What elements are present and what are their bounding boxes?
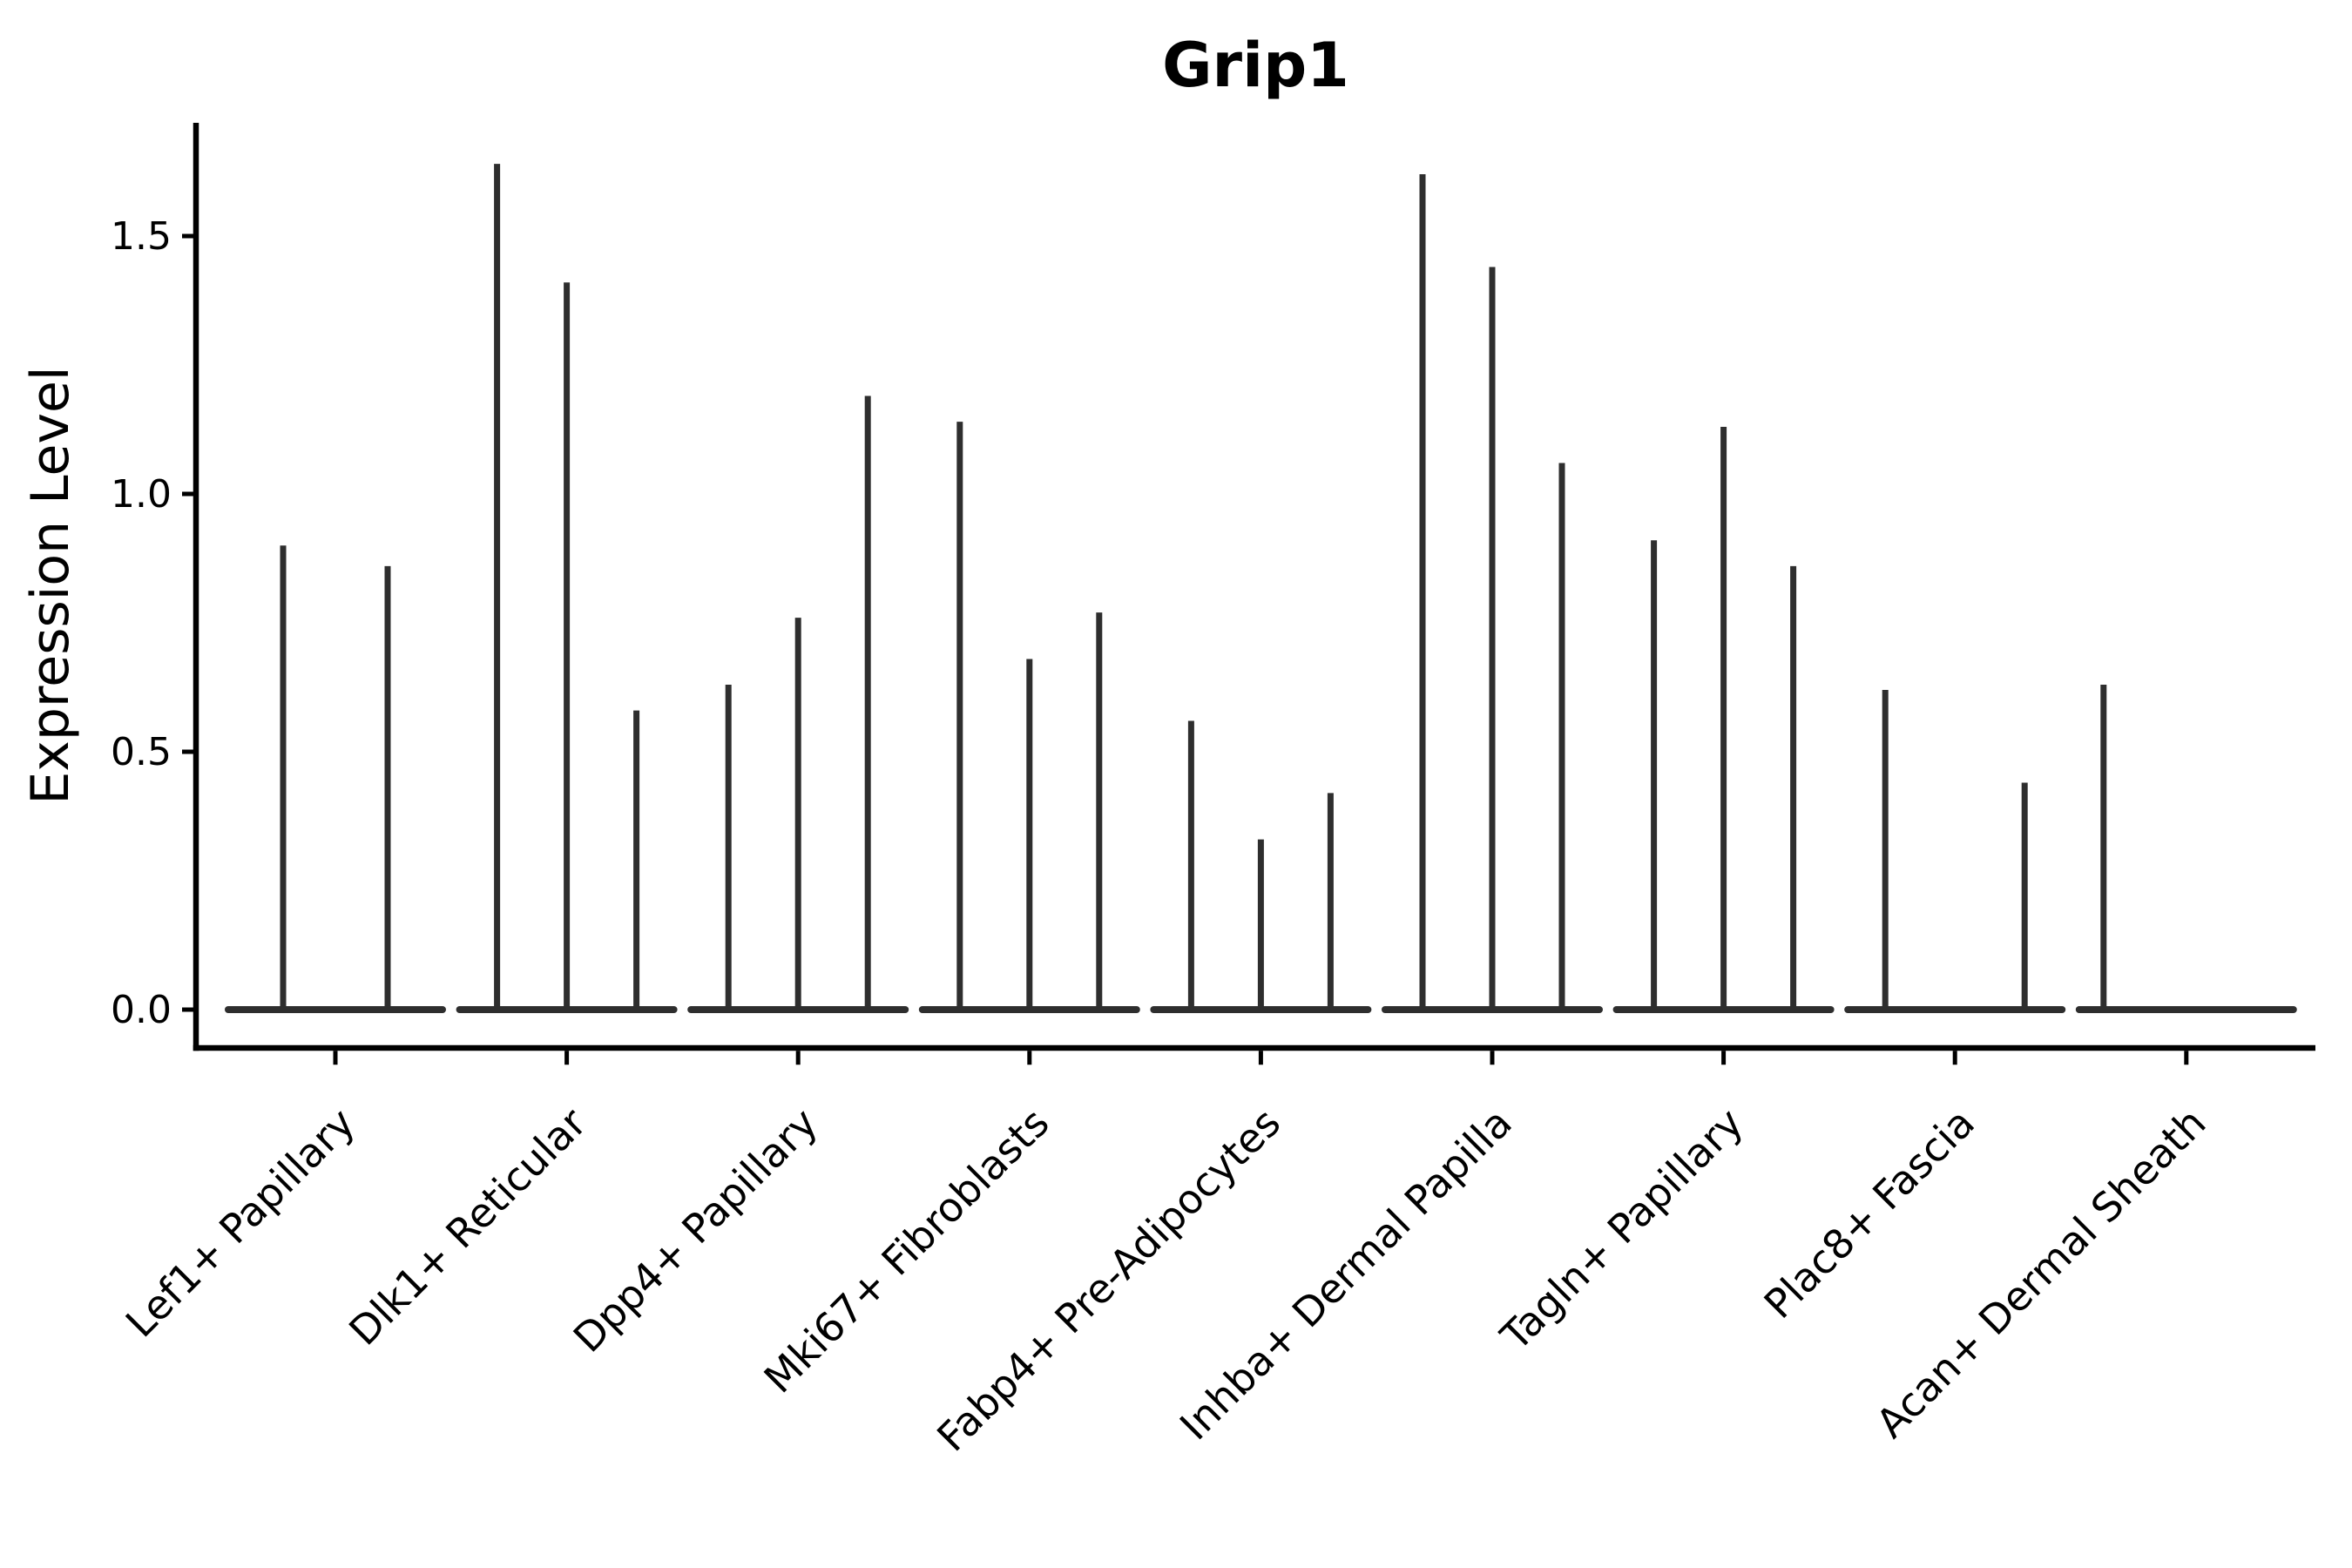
y-tick-label: 1.5 (111, 214, 172, 259)
x-tick-label: Tagln+ Papillary (1491, 1099, 1753, 1361)
x-tick-label: Plac8+ Fascia (1755, 1099, 1984, 1328)
y-tick-label: 0.5 (111, 730, 172, 774)
y-tick-label: 1.0 (111, 472, 172, 517)
x-tick-label: Dpp4+ Papillary (564, 1099, 827, 1362)
y-tick-label: 0.0 (111, 988, 172, 1032)
x-tick-label: Lef1+ Papillary (117, 1099, 364, 1347)
x-tick-label: Dlk1+ Reticular (340, 1099, 595, 1355)
chart-title: Grip1 (1162, 30, 1349, 101)
